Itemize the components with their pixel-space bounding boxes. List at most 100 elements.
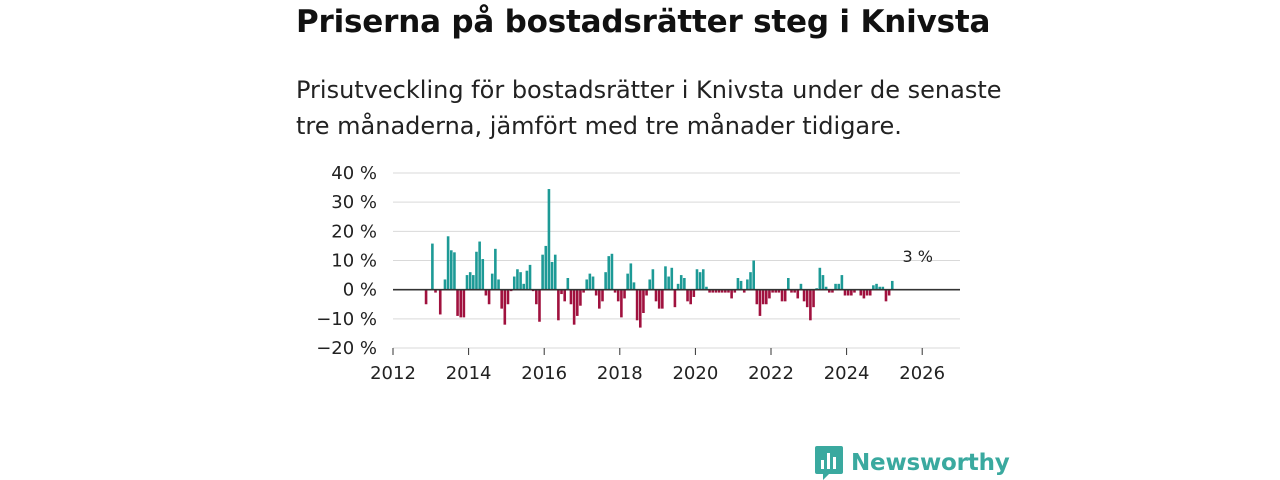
- bar: [796, 289, 800, 299]
- bar: [557, 289, 560, 321]
- bar: [850, 289, 853, 296]
- bar: [500, 289, 503, 309]
- bar: [522, 283, 526, 290]
- bar: [490, 273, 494, 290]
- bar: [645, 289, 648, 296]
- bar: [790, 289, 793, 293]
- bar: [588, 273, 592, 290]
- bar: [771, 289, 774, 293]
- bar: [424, 289, 428, 305]
- bar: [446, 236, 450, 290]
- bar: [720, 289, 724, 293]
- bar: [818, 267, 822, 290]
- bar: [538, 289, 541, 322]
- bar: [512, 276, 516, 290]
- bar: [506, 289, 510, 305]
- x-tick-label: 2016: [521, 363, 567, 384]
- y-tick-label: 0 %: [343, 280, 377, 301]
- bar: [827, 289, 831, 293]
- y-tick-label: 20 %: [331, 221, 377, 242]
- bar: [604, 272, 607, 290]
- y-tick-label: 40 %: [331, 163, 377, 184]
- bar: [462, 289, 466, 318]
- bar: [431, 243, 434, 290]
- bar: [749, 272, 752, 290]
- bar: [736, 278, 740, 290]
- bar: [689, 289, 692, 305]
- bar: [494, 248, 497, 290]
- y-tick-label: 10 %: [331, 251, 377, 272]
- brand-logo[interactable]: Newsworthy: [815, 446, 1010, 480]
- bar: [802, 289, 806, 302]
- bar: [550, 261, 554, 290]
- bar: [468, 272, 472, 290]
- bar: [632, 282, 636, 290]
- y-tick-label: 30 %: [331, 192, 377, 213]
- bar: [711, 289, 715, 293]
- bar: [449, 250, 453, 290]
- bar: [812, 289, 815, 308]
- bar: [497, 279, 500, 290]
- bar: [582, 289, 585, 293]
- bar: [657, 289, 661, 309]
- bar: [727, 289, 730, 293]
- bar: [585, 279, 589, 290]
- bar: [484, 289, 488, 296]
- bar: [884, 289, 888, 302]
- bar: [572, 289, 576, 325]
- bar: [805, 289, 809, 308]
- bar: [547, 189, 551, 290]
- bar: [620, 289, 623, 318]
- bar: [679, 275, 683, 290]
- bar: [831, 289, 834, 293]
- bar: [481, 259, 485, 290]
- bar: [730, 289, 733, 299]
- bar: [824, 286, 828, 290]
- bar: [434, 289, 437, 293]
- bar: [478, 241, 481, 290]
- bar: [793, 289, 796, 293]
- bar: [629, 263, 633, 290]
- bar: [758, 289, 762, 316]
- bar: [742, 289, 746, 293]
- bar: [616, 289, 620, 302]
- bar: [475, 251, 478, 290]
- bar: [661, 289, 664, 309]
- bar: [768, 289, 771, 299]
- bar: [686, 289, 689, 302]
- bar: [438, 289, 442, 315]
- bar: [752, 260, 755, 290]
- bar: [664, 266, 667, 290]
- x-tick-label: 2022: [748, 363, 794, 384]
- bar: [733, 289, 737, 293]
- bar: [601, 289, 604, 302]
- bar: [764, 289, 768, 305]
- bar: [837, 283, 841, 290]
- bar: [890, 280, 894, 290]
- bar: [875, 283, 878, 290]
- bar: [698, 272, 702, 290]
- bar: [705, 286, 708, 290]
- bar: [566, 278, 570, 290]
- bar: [575, 289, 579, 316]
- bar: [648, 279, 652, 290]
- bar: [862, 289, 866, 299]
- x-tick-label: 2026: [899, 363, 945, 384]
- bar: [563, 289, 566, 302]
- bar: [626, 273, 629, 290]
- chart-title: Priserna på bostadsrätter steg i Knivsta: [296, 4, 991, 40]
- bar: [613, 289, 617, 293]
- bar: [607, 256, 611, 290]
- bar: [843, 289, 847, 296]
- x-tick-label: 2020: [672, 363, 718, 384]
- bar: [809, 289, 812, 321]
- bar: [635, 289, 639, 321]
- bar: [783, 289, 787, 302]
- bar: [739, 280, 743, 290]
- newsworthy-logo-icon: [815, 446, 843, 480]
- bar: [799, 283, 803, 290]
- bar: [708, 289, 711, 293]
- bar: [594, 289, 598, 296]
- bar: [746, 279, 749, 290]
